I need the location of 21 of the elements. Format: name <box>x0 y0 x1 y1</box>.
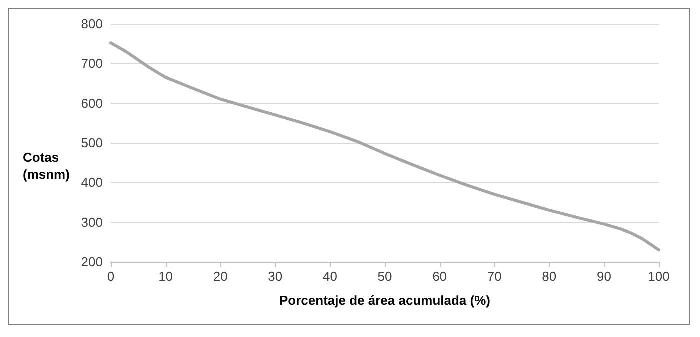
x-tick-label: 60 <box>432 269 448 284</box>
y-tick-label: 600 <box>81 96 103 111</box>
x-tick-label: 20 <box>213 269 228 284</box>
x-tick-label: 40 <box>322 269 338 284</box>
x-tick-label: 50 <box>378 269 392 284</box>
x-tick-label: 30 <box>268 269 283 284</box>
x-tick-label: 100 <box>648 269 670 284</box>
y-tick-label: 800 <box>81 16 103 32</box>
line-series <box>110 42 660 252</box>
x-axis-title: Porcentaje de área acumulada (%) <box>280 293 490 308</box>
y-tick-label: 300 <box>81 214 103 230</box>
x-tick-label: 80 <box>542 269 557 284</box>
x-tick-label: 10 <box>158 269 174 284</box>
y-tick-label: 200 <box>81 254 103 270</box>
x-tick-label: 70 <box>487 269 502 284</box>
y-axis-title: Cotas (msnm) <box>23 150 70 182</box>
y-tick-label: 500 <box>81 136 103 150</box>
y-tick-label: 700 <box>81 56 103 72</box>
x-tick-label: 90 <box>596 269 612 284</box>
y-tick-label: 400 <box>81 175 103 190</box>
x-tick-label: 0 <box>107 269 115 284</box>
